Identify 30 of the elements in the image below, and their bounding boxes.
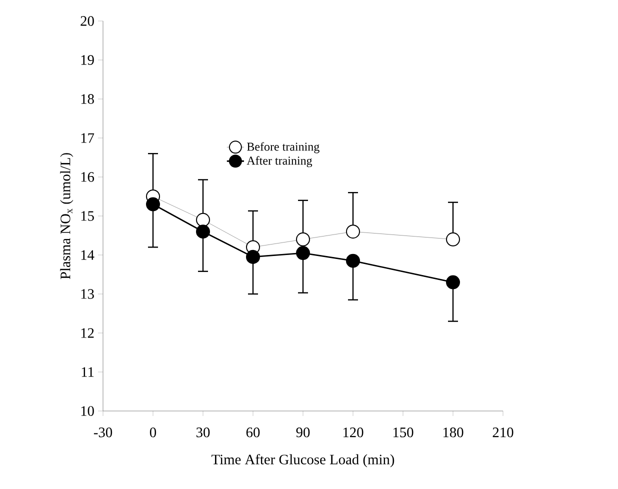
x-tick-label: -30 <box>94 428 112 438</box>
y-tick-label: 14 <box>81 250 94 260</box>
y-tick-label: 15 <box>81 211 94 221</box>
x-tick-label: 150 <box>393 428 414 438</box>
y-tick-label: 20 <box>80 16 94 26</box>
x-tick-label: 60 <box>246 428 260 438</box>
x-tick-label: 120 <box>343 428 364 438</box>
point <box>346 254 360 268</box>
y-tick-label: 17 <box>81 133 94 143</box>
x-tick-label: 90 <box>296 428 310 438</box>
y-tick-label: 18 <box>81 94 94 104</box>
y-axis-title: Plasma NO$_{x}$ (umol/L) <box>60 153 74 280</box>
x-tick-label: 180 <box>443 428 464 438</box>
point <box>246 250 260 264</box>
point <box>146 197 160 212</box>
x-axis-title: Time After Glucose Load (min) <box>212 454 394 468</box>
y-tick-label: 16 <box>81 172 94 182</box>
y-tick-label: 13 <box>81 289 94 299</box>
point <box>296 246 310 260</box>
y-tick-label: 19 <box>81 55 94 65</box>
x-tick-label: 30 <box>196 428 210 438</box>
legend-label: After training <box>246 156 312 168</box>
y-tick-label: 10 <box>81 406 94 416</box>
y-tick-label: 12 <box>81 328 94 338</box>
y-tick-label: 11 <box>82 367 94 377</box>
point <box>446 275 460 290</box>
point <box>196 224 210 239</box>
legend-label: Before training <box>247 142 320 154</box>
x-tick-label: 210 <box>492 428 514 438</box>
x-tick-label: 0 <box>150 428 156 438</box>
